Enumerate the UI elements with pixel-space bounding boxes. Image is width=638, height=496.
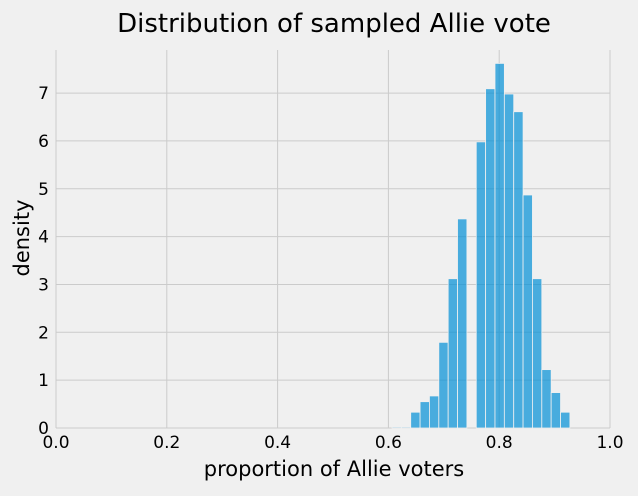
histogram-bar — [457, 218, 468, 429]
tick-labels: 0.0 0.2 0.4 0.6 0.8 1.0 0 1 2 3 4 5 6 7 — [38, 84, 623, 453]
histogram-bars — [391, 62, 571, 429]
x-tick-label: 0.2 — [153, 433, 180, 453]
histogram-bar — [541, 369, 552, 429]
histogram-bar — [419, 401, 430, 429]
histogram-bar — [447, 278, 458, 429]
histogram-bar — [560, 411, 571, 429]
histogram-bar — [410, 411, 421, 429]
x-tick-label: 1.0 — [596, 433, 623, 453]
y-tick-label: 1 — [38, 371, 49, 391]
x-axis-label: proportion of Allie voters — [204, 457, 464, 481]
histogram-bar — [494, 62, 505, 429]
histogram-bar — [532, 278, 543, 429]
histogram-bar — [429, 395, 440, 429]
histogram-bar — [485, 88, 496, 429]
histogram-bar — [391, 426, 402, 429]
x-tick-label: 0.8 — [486, 433, 513, 453]
histogram-bar — [475, 141, 487, 429]
y-tick-label: 3 — [38, 275, 49, 295]
x-tick-label: 0.0 — [42, 433, 69, 453]
histogram-bar — [503, 93, 515, 429]
y-tick-label: 6 — [38, 132, 49, 152]
chart-title: Distribution of sampled Allie vote — [117, 9, 551, 39]
x-tick-label: 0.4 — [264, 433, 291, 453]
histogram-bar — [522, 194, 533, 429]
x-tick-label: 0.6 — [375, 433, 402, 453]
y-tick-label: 5 — [38, 180, 49, 200]
y-tick-label: 2 — [38, 323, 49, 343]
y-axis-label: density — [10, 200, 34, 277]
histogram-bar — [400, 426, 412, 429]
histogram-bar — [438, 341, 449, 429]
histogram-bar — [513, 111, 524, 429]
y-tick-label: 0 — [38, 419, 49, 439]
y-tick-label: 7 — [38, 84, 49, 104]
histogram-bar — [550, 392, 561, 429]
y-tick-label: 4 — [38, 228, 49, 248]
